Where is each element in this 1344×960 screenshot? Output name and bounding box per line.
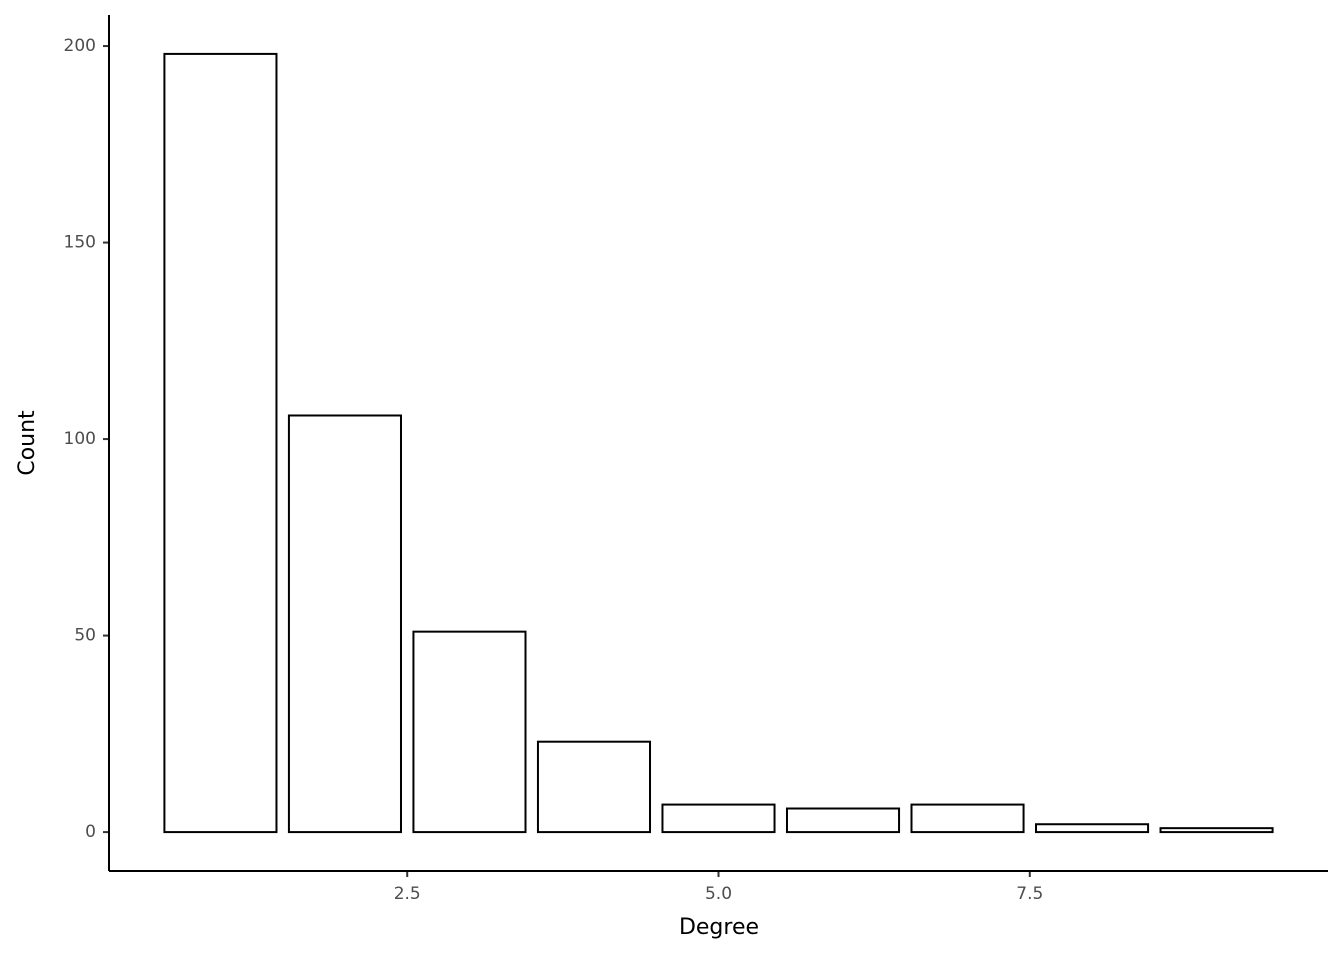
- x-tick-label: 2.5: [394, 884, 421, 904]
- bar: [287, 414, 402, 834]
- y-tick-label: 200: [64, 36, 96, 56]
- y-tick-label: 50: [74, 626, 96, 646]
- y-tick-label: 0: [85, 822, 96, 842]
- bar: [1159, 827, 1274, 834]
- bar: [785, 807, 901, 834]
- y-tick-label: 150: [64, 233, 96, 253]
- x-tick-label: 7.5: [1016, 884, 1043, 904]
- y-axis-title: Count: [15, 410, 40, 476]
- x-tick-label: 5.0: [705, 884, 732, 904]
- bar: [412, 630, 527, 834]
- bar: [910, 803, 1025, 834]
- y-tick-label: 100: [64, 429, 96, 449]
- bar: [163, 52, 278, 834]
- bar: [536, 740, 652, 834]
- bar: [661, 803, 776, 834]
- x-axis-title: Degree: [679, 915, 759, 940]
- bar: [1035, 823, 1150, 834]
